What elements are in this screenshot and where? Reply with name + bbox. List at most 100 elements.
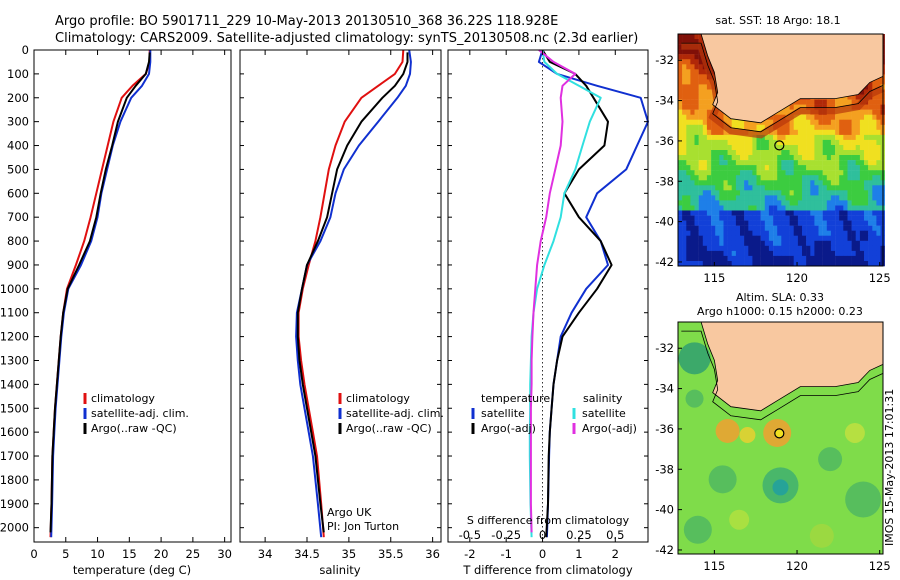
sst-cell [855, 165, 861, 171]
sst-cell [711, 210, 716, 216]
sst-cell [864, 255, 869, 262]
sst-cell [872, 200, 877, 206]
sst-cell [702, 215, 708, 221]
sst-cell [719, 180, 724, 186]
temperature-xtick-label: 20 [154, 547, 169, 561]
sst-cell [789, 235, 794, 241]
difference-s-ticks: -0.5 -0.25 0 0.25 0.5 [459, 50, 624, 542]
sst-cell [855, 190, 861, 196]
sst-cell [731, 205, 737, 211]
sst-cell [706, 195, 712, 201]
sst-cell [847, 139, 852, 146]
sst-cell [793, 210, 799, 216]
sst-cell [723, 129, 728, 136]
sst-cell [678, 195, 683, 201]
sst-cell [859, 230, 865, 236]
sst-cell [690, 49, 695, 55]
sst-cell [748, 250, 753, 257]
sst-cell [789, 185, 794, 191]
sst-cell [719, 230, 724, 236]
sst-cell [810, 250, 815, 257]
sst-cell [876, 180, 881, 186]
t-diff-xtick-label: 0 [539, 547, 546, 561]
sst-cell [719, 200, 724, 206]
sst-cell [760, 185, 766, 191]
sst-cell [785, 190, 790, 196]
sst-cell [740, 215, 745, 221]
sst-cell [748, 205, 753, 211]
sst-cell [764, 215, 770, 221]
sst-cell [802, 180, 807, 186]
map-lat-tick-label: -42 [655, 255, 674, 269]
sst-cell [835, 230, 840, 236]
sst-cell [768, 145, 774, 151]
sst-cell [864, 240, 869, 247]
sst-cell [864, 185, 869, 191]
map-lon-tick-label: 120 [786, 559, 808, 573]
sst-cell [806, 155, 811, 161]
sst-cell [690, 225, 695, 231]
sst-cell [694, 185, 699, 191]
sst-cell [694, 230, 699, 236]
sst-cell [802, 245, 807, 252]
sst-cell [806, 129, 811, 136]
sst-cell [740, 261, 745, 267]
sst-cell [731, 175, 737, 181]
sst-cell [723, 114, 728, 120]
sst-cell [740, 124, 745, 131]
sst-cell [847, 114, 852, 120]
sst-cell [822, 255, 828, 262]
sst-cell [864, 165, 869, 171]
sst-cell [690, 180, 695, 186]
sst-cell [690, 185, 695, 191]
sst-cell [706, 134, 712, 141]
sst-cell [690, 69, 695, 75]
sst-cell [764, 240, 770, 247]
sst-cell [706, 99, 712, 105]
sst-cell [802, 170, 807, 176]
sst-cell [793, 200, 799, 206]
sst-cell [781, 200, 786, 206]
sst-cell [839, 150, 844, 156]
sst-cell [864, 145, 869, 151]
map-lat-tick-label: -40 [655, 215, 674, 229]
sst-cell [864, 89, 869, 95]
sst-cell [735, 200, 741, 206]
sst-cell [843, 195, 848, 201]
sst-cell [744, 165, 749, 171]
sst-cell [690, 54, 695, 60]
sst-cell [678, 170, 683, 176]
sst-cell [777, 185, 782, 191]
sst-cell [678, 230, 683, 236]
sst-cell [802, 165, 807, 171]
sst-cell [822, 134, 828, 141]
sst-cell [694, 220, 699, 226]
sst-cell [876, 124, 881, 131]
sst-cell [702, 79, 708, 85]
sst-cell [764, 145, 770, 151]
sst-cell [735, 139, 741, 146]
sst-cell [847, 210, 852, 216]
sst-cell [797, 220, 803, 226]
sst-cell [768, 185, 774, 191]
sst-cell [839, 195, 844, 201]
sst-cell [740, 145, 745, 151]
sst-cell [698, 69, 704, 75]
sst-cell [723, 250, 728, 257]
sst-cell [839, 145, 844, 151]
sst-cell [868, 170, 873, 176]
sst-cell [706, 145, 712, 151]
sst-cell [711, 134, 716, 141]
sst-cell [748, 225, 753, 231]
sst-cell [744, 220, 749, 226]
sst-cell [756, 220, 761, 226]
sst-cell [802, 155, 807, 161]
sst-cell [682, 34, 687, 40]
sst-cell [864, 261, 869, 267]
sst-cell [806, 255, 811, 262]
sst-cell [802, 215, 807, 221]
land-mask [681, 33, 884, 124]
sst-cell [793, 145, 799, 151]
sst-cell [719, 220, 724, 226]
sst-cell [855, 245, 861, 252]
